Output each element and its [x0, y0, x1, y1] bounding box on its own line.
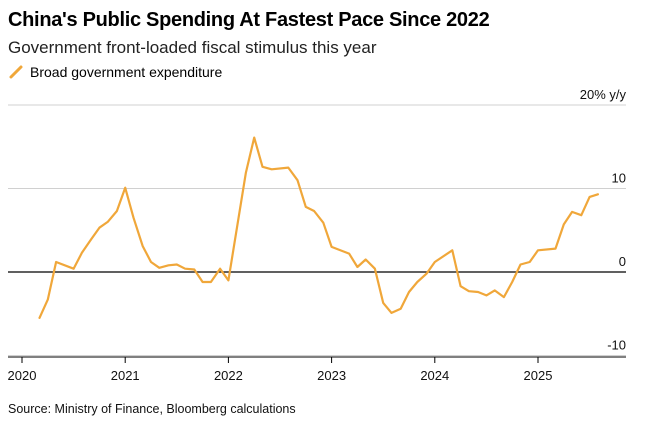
x-tick-label: 2023 — [317, 368, 346, 383]
x-tick-label: 2020 — [8, 368, 37, 383]
y-tick-label: 10 — [612, 171, 626, 186]
x-tick-label: 2024 — [420, 368, 449, 383]
gridlines — [8, 104, 626, 356]
y-axis-ticks: 20% y/y 10 0 -10 — [580, 87, 627, 353]
x-tick-label: 2021 — [111, 368, 140, 383]
x-tick-label: 2025 — [524, 368, 553, 383]
legend-line-icon — [9, 65, 23, 79]
chart-subtitle: Government front-loaded fiscal stimulus … — [8, 38, 377, 57]
series-group — [38, 136, 600, 319]
y-tick-label: 0 — [619, 254, 626, 269]
legend: Broad government expenditure — [8, 64, 222, 80]
x-tick-label: 2022 — [214, 368, 243, 383]
legend-label: Broad government expenditure — [30, 64, 223, 80]
x-axis: 2020 2021 2022 2023 2024 2025 — [8, 356, 626, 383]
y-tick-label: -10 — [607, 338, 626, 353]
source-note: Source: Ministry of Finance, Bloomberg c… — [8, 402, 296, 416]
series-line-broad-government-expenditure — [38, 136, 600, 319]
y-tick-label: 20% y/y — [580, 87, 627, 102]
chart-title: China's Public Spending At Fastest Pace … — [8, 9, 490, 31]
